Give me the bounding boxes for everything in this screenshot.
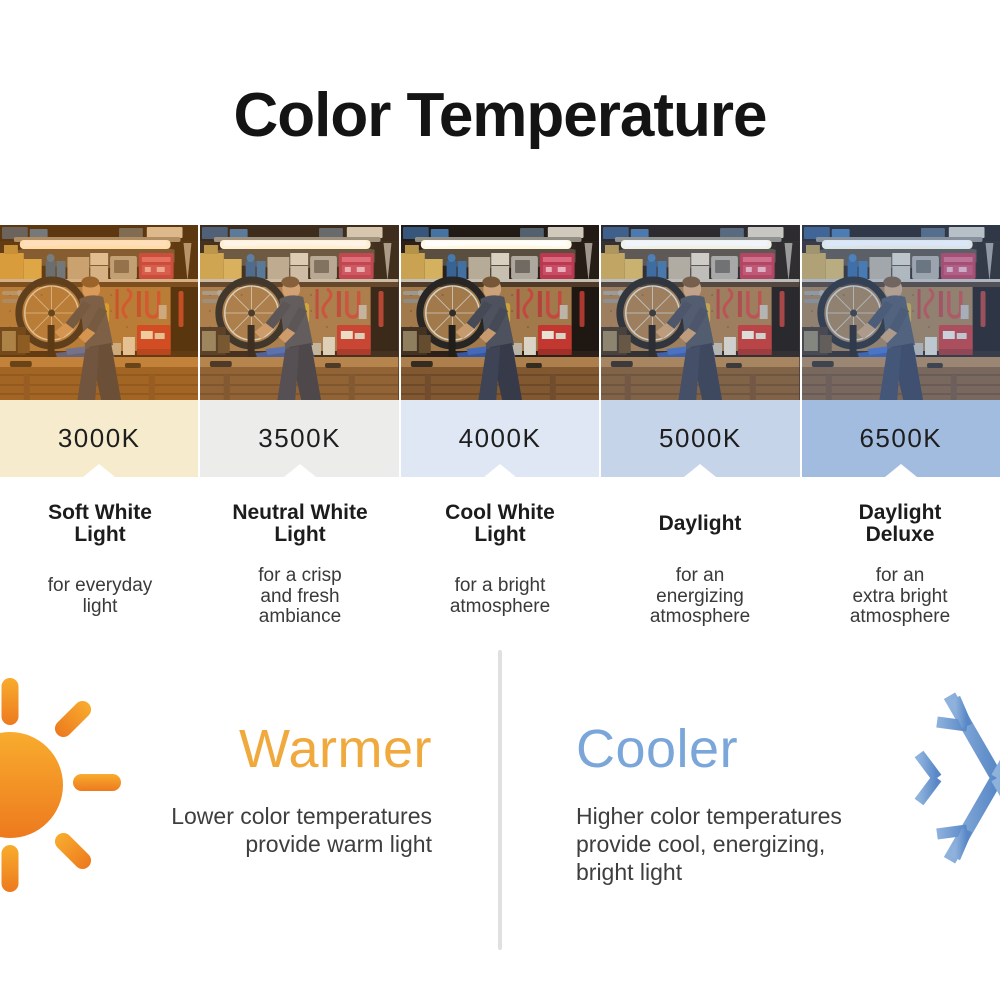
photo-panel-3500k <box>200 225 399 400</box>
light-name-daylight-deluxe: Daylight Deluxe <box>858 500 942 546</box>
workshop-photo-illustration <box>801 225 1000 400</box>
kelvin-band-3000k: 3000K <box>0 400 199 477</box>
warmer-cooler-section: Warmer Lower color temperatures provide … <box>0 648 1000 980</box>
sun-icon <box>0 678 121 892</box>
kelvin-band-4000k: 4000K <box>400 400 600 477</box>
light-name-daylight: Daylight <box>658 511 742 535</box>
light-description-row: for everyday light for a crisp and fresh… <box>0 563 1000 631</box>
light-name-row: Soft White Light Neutral White Light Coo… <box>0 500 1000 548</box>
cooler-label: Cooler <box>576 719 739 779</box>
kelvin-label: 3500K <box>258 423 341 453</box>
light-desc-soft-white: for everyday light <box>47 575 153 617</box>
workshop-scene <box>601 225 800 400</box>
warmer-label: Warmer <box>239 719 432 779</box>
kelvin-band-5000k: 5000K <box>601 400 800 477</box>
warmer-half: Warmer Lower color temperatures provide … <box>0 648 500 980</box>
light-desc-neutral-white: for a crisp and fresh ambiance <box>258 564 342 628</box>
workshop-scene <box>801 225 1000 400</box>
light-desc-daylight: for an energizing atmosphere <box>649 564 751 628</box>
light-desc-cool-white: for a bright atmosphere <box>449 575 551 617</box>
warmer-description: Lower color temperatures provide warm li… <box>171 803 432 858</box>
cooler-half: Cooler Higher color temperatures provide… <box>500 648 1000 980</box>
workshop-photo-illustration <box>400 225 600 400</box>
workshop-scene <box>400 225 600 400</box>
light-name-neutral-white: Neutral White Light <box>232 500 368 546</box>
kelvin-label: 6500K <box>859 423 943 453</box>
light-name-cool-white: Cool White Light <box>445 500 555 546</box>
snowflake-icon <box>902 692 1000 864</box>
light-name-soft-white: Soft White Light <box>48 500 152 546</box>
photo-panel-3000k <box>0 225 199 400</box>
band-notch <box>684 464 717 477</box>
photo-panel-6500k <box>801 225 1000 400</box>
cooler-description: Higher color temperatures provide cool, … <box>576 803 842 886</box>
workshop-photo-illustration <box>200 225 399 400</box>
photo-panel-4000k <box>400 225 600 400</box>
page-title: Color Temperature <box>233 81 767 150</box>
kelvin-label: 5000K <box>659 423 742 453</box>
kelvin-band-row: 3000K 3500K 4000K 5000K 6500K <box>0 400 1000 477</box>
band-notch <box>483 464 516 477</box>
workshop-photo-illustration <box>0 225 199 400</box>
warmer-text-block: Warmer Lower color temperatures provide … <box>171 722 432 858</box>
light-desc-daylight-deluxe: for an extra bright atmosphere <box>849 564 951 628</box>
band-notch <box>83 464 116 477</box>
kelvin-label: 3000K <box>57 423 141 453</box>
photo-strip <box>0 225 1000 400</box>
kelvin-band-6500k: 6500K <box>801 400 1000 477</box>
kelvin-band-3500k: 3500K <box>200 400 399 477</box>
workshop-scene <box>0 225 199 400</box>
workshop-photo-illustration <box>601 225 800 400</box>
band-notch <box>283 464 316 477</box>
section-divider <box>498 650 502 950</box>
kelvin-label: 4000K <box>458 423 542 453</box>
cooler-text-block: Cooler Higher color temperatures provide… <box>576 722 842 886</box>
workshop-scene <box>200 225 399 400</box>
photo-panel-5000k <box>601 225 800 400</box>
band-notch <box>884 464 917 477</box>
